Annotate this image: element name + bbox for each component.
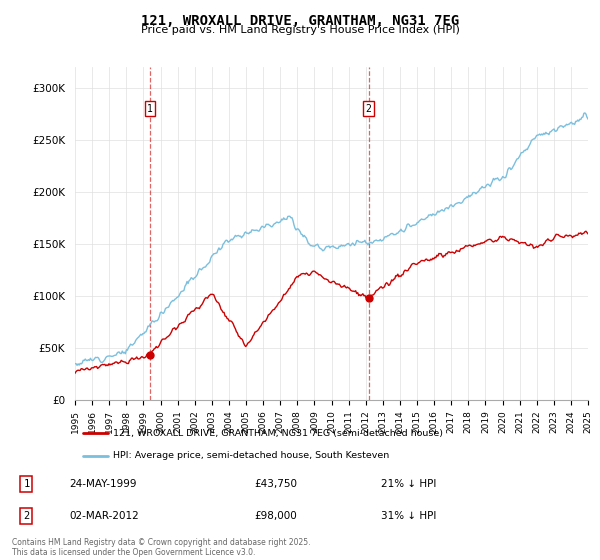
- Text: £98,000: £98,000: [254, 511, 296, 521]
- Text: £43,750: £43,750: [254, 479, 297, 489]
- Text: HPI: Average price, semi-detached house, South Kesteven: HPI: Average price, semi-detached house,…: [113, 451, 390, 460]
- Text: 1: 1: [147, 104, 153, 114]
- Text: 21% ↓ HPI: 21% ↓ HPI: [380, 479, 436, 489]
- Text: Price paid vs. HM Land Registry's House Price Index (HPI): Price paid vs. HM Land Registry's House …: [140, 25, 460, 35]
- Text: 121, WROXALL DRIVE, GRANTHAM, NG31 7EG (semi-detached house): 121, WROXALL DRIVE, GRANTHAM, NG31 7EG (…: [113, 429, 443, 438]
- Text: Contains HM Land Registry data © Crown copyright and database right 2025.
This d: Contains HM Land Registry data © Crown c…: [12, 538, 311, 557]
- Text: 02-MAR-2012: 02-MAR-2012: [70, 511, 139, 521]
- Text: 2: 2: [365, 104, 371, 114]
- Text: 31% ↓ HPI: 31% ↓ HPI: [380, 511, 436, 521]
- Text: 121, WROXALL DRIVE, GRANTHAM, NG31 7EG: 121, WROXALL DRIVE, GRANTHAM, NG31 7EG: [141, 14, 459, 28]
- Text: 1: 1: [23, 479, 29, 489]
- Text: 24-MAY-1999: 24-MAY-1999: [70, 479, 137, 489]
- Text: 2: 2: [23, 511, 29, 521]
